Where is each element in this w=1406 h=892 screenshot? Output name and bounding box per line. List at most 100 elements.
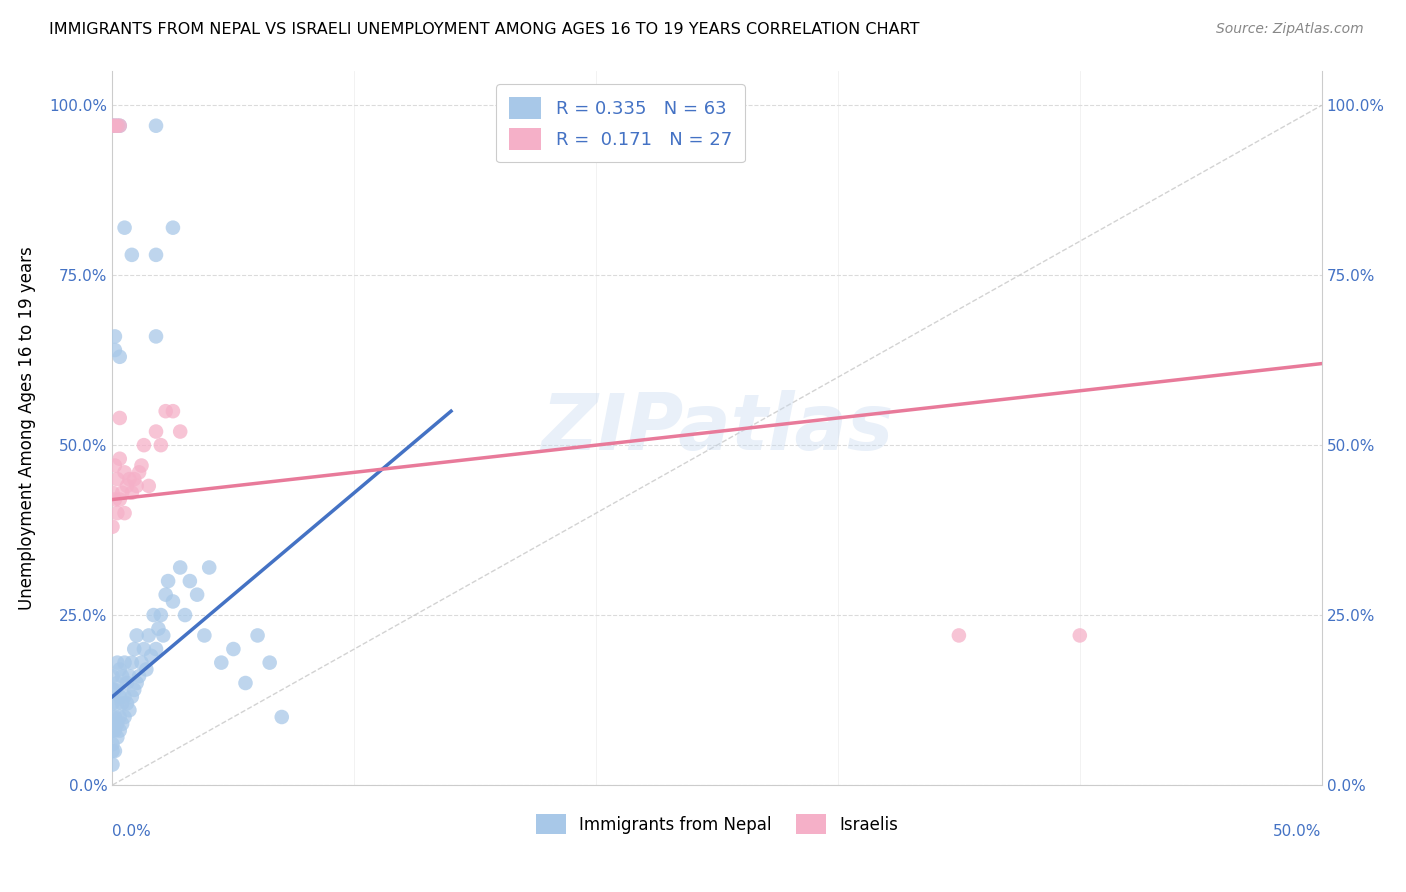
- Point: [105, 731, 128, 745]
- Point: [108, 119, 131, 133]
- Point: [145, 119, 167, 133]
- Point: [101, 697, 124, 711]
- Point: [104, 343, 127, 357]
- Point: [155, 588, 177, 602]
- Point: [121, 690, 143, 704]
- Point: [125, 676, 148, 690]
- Point: [108, 451, 131, 466]
- Point: [115, 479, 138, 493]
- Point: [131, 458, 153, 473]
- Point: [105, 676, 128, 690]
- Point: [115, 697, 138, 711]
- Point: [174, 608, 197, 623]
- Point: [169, 425, 191, 439]
- Point: [104, 458, 127, 473]
- Point: [122, 642, 145, 657]
- Point: [115, 676, 138, 690]
- Point: [179, 574, 201, 588]
- Text: ZIPatlas: ZIPatlas: [541, 390, 893, 467]
- Point: [111, 716, 134, 731]
- Point: [101, 682, 124, 697]
- Point: [259, 656, 281, 670]
- Point: [270, 710, 292, 724]
- Point: [101, 119, 124, 133]
- Point: [128, 466, 150, 480]
- Point: [135, 662, 157, 676]
- Point: [132, 642, 155, 657]
- Point: [101, 757, 124, 772]
- Point: [101, 485, 124, 500]
- Point: [114, 506, 136, 520]
- Point: [108, 492, 131, 507]
- Point: [142, 608, 165, 623]
- Point: [149, 608, 172, 623]
- Point: [108, 119, 131, 133]
- Point: [145, 329, 167, 343]
- Point: [108, 662, 131, 676]
- Point: [198, 560, 221, 574]
- Point: [138, 628, 160, 642]
- Point: [101, 723, 124, 738]
- Point: [108, 710, 131, 724]
- Point: [125, 479, 148, 493]
- Point: [186, 588, 208, 602]
- Point: [235, 676, 257, 690]
- Point: [162, 220, 184, 235]
- Point: [114, 466, 136, 480]
- Point: [108, 411, 131, 425]
- Point: [101, 669, 124, 683]
- Point: [132, 438, 155, 452]
- Text: Source: ZipAtlas.com: Source: ZipAtlas.com: [1216, 22, 1364, 37]
- Point: [222, 642, 245, 657]
- Point: [104, 119, 127, 133]
- Point: [193, 628, 215, 642]
- Point: [104, 682, 127, 697]
- Point: [104, 723, 127, 738]
- Point: [148, 622, 170, 636]
- Point: [138, 479, 160, 493]
- Point: [104, 329, 127, 343]
- Point: [111, 669, 134, 683]
- Point: [101, 519, 124, 533]
- Point: [209, 656, 232, 670]
- Point: [152, 628, 174, 642]
- Point: [104, 744, 127, 758]
- Point: [114, 656, 136, 670]
- Text: IMMIGRANTS FROM NEPAL VS ISRAELI UNEMPLOYMENT AMONG AGES 16 TO 19 YEARS CORRELAT: IMMIGRANTS FROM NEPAL VS ISRAELI UNEMPLO…: [49, 22, 920, 37]
- Point: [101, 737, 124, 751]
- Point: [105, 506, 128, 520]
- Point: [141, 648, 163, 663]
- Point: [101, 710, 124, 724]
- Point: [131, 656, 153, 670]
- Point: [101, 119, 124, 133]
- Point: [114, 690, 136, 704]
- Point: [108, 350, 131, 364]
- Point: [145, 642, 167, 657]
- Point: [169, 560, 191, 574]
- Point: [157, 574, 180, 588]
- Point: [121, 485, 143, 500]
- Point: [118, 472, 141, 486]
- Point: [105, 656, 128, 670]
- Point: [145, 425, 167, 439]
- Legend: Immigrants from Nepal, Israelis: Immigrants from Nepal, Israelis: [529, 807, 905, 841]
- Point: [149, 438, 172, 452]
- Y-axis label: Unemployment Among Ages 16 to 19 years: Unemployment Among Ages 16 to 19 years: [18, 246, 35, 610]
- Point: [108, 690, 131, 704]
- Point: [155, 404, 177, 418]
- Point: [162, 404, 184, 418]
- Point: [121, 248, 143, 262]
- Point: [121, 656, 143, 670]
- Point: [105, 697, 128, 711]
- Point: [105, 119, 128, 133]
- Point: [105, 119, 128, 133]
- Point: [1069, 628, 1091, 642]
- Point: [108, 723, 131, 738]
- Point: [105, 716, 128, 731]
- Point: [101, 744, 124, 758]
- Point: [128, 669, 150, 683]
- Point: [948, 628, 970, 642]
- Point: [162, 594, 184, 608]
- Text: 50.0%: 50.0%: [1274, 824, 1322, 839]
- Point: [104, 710, 127, 724]
